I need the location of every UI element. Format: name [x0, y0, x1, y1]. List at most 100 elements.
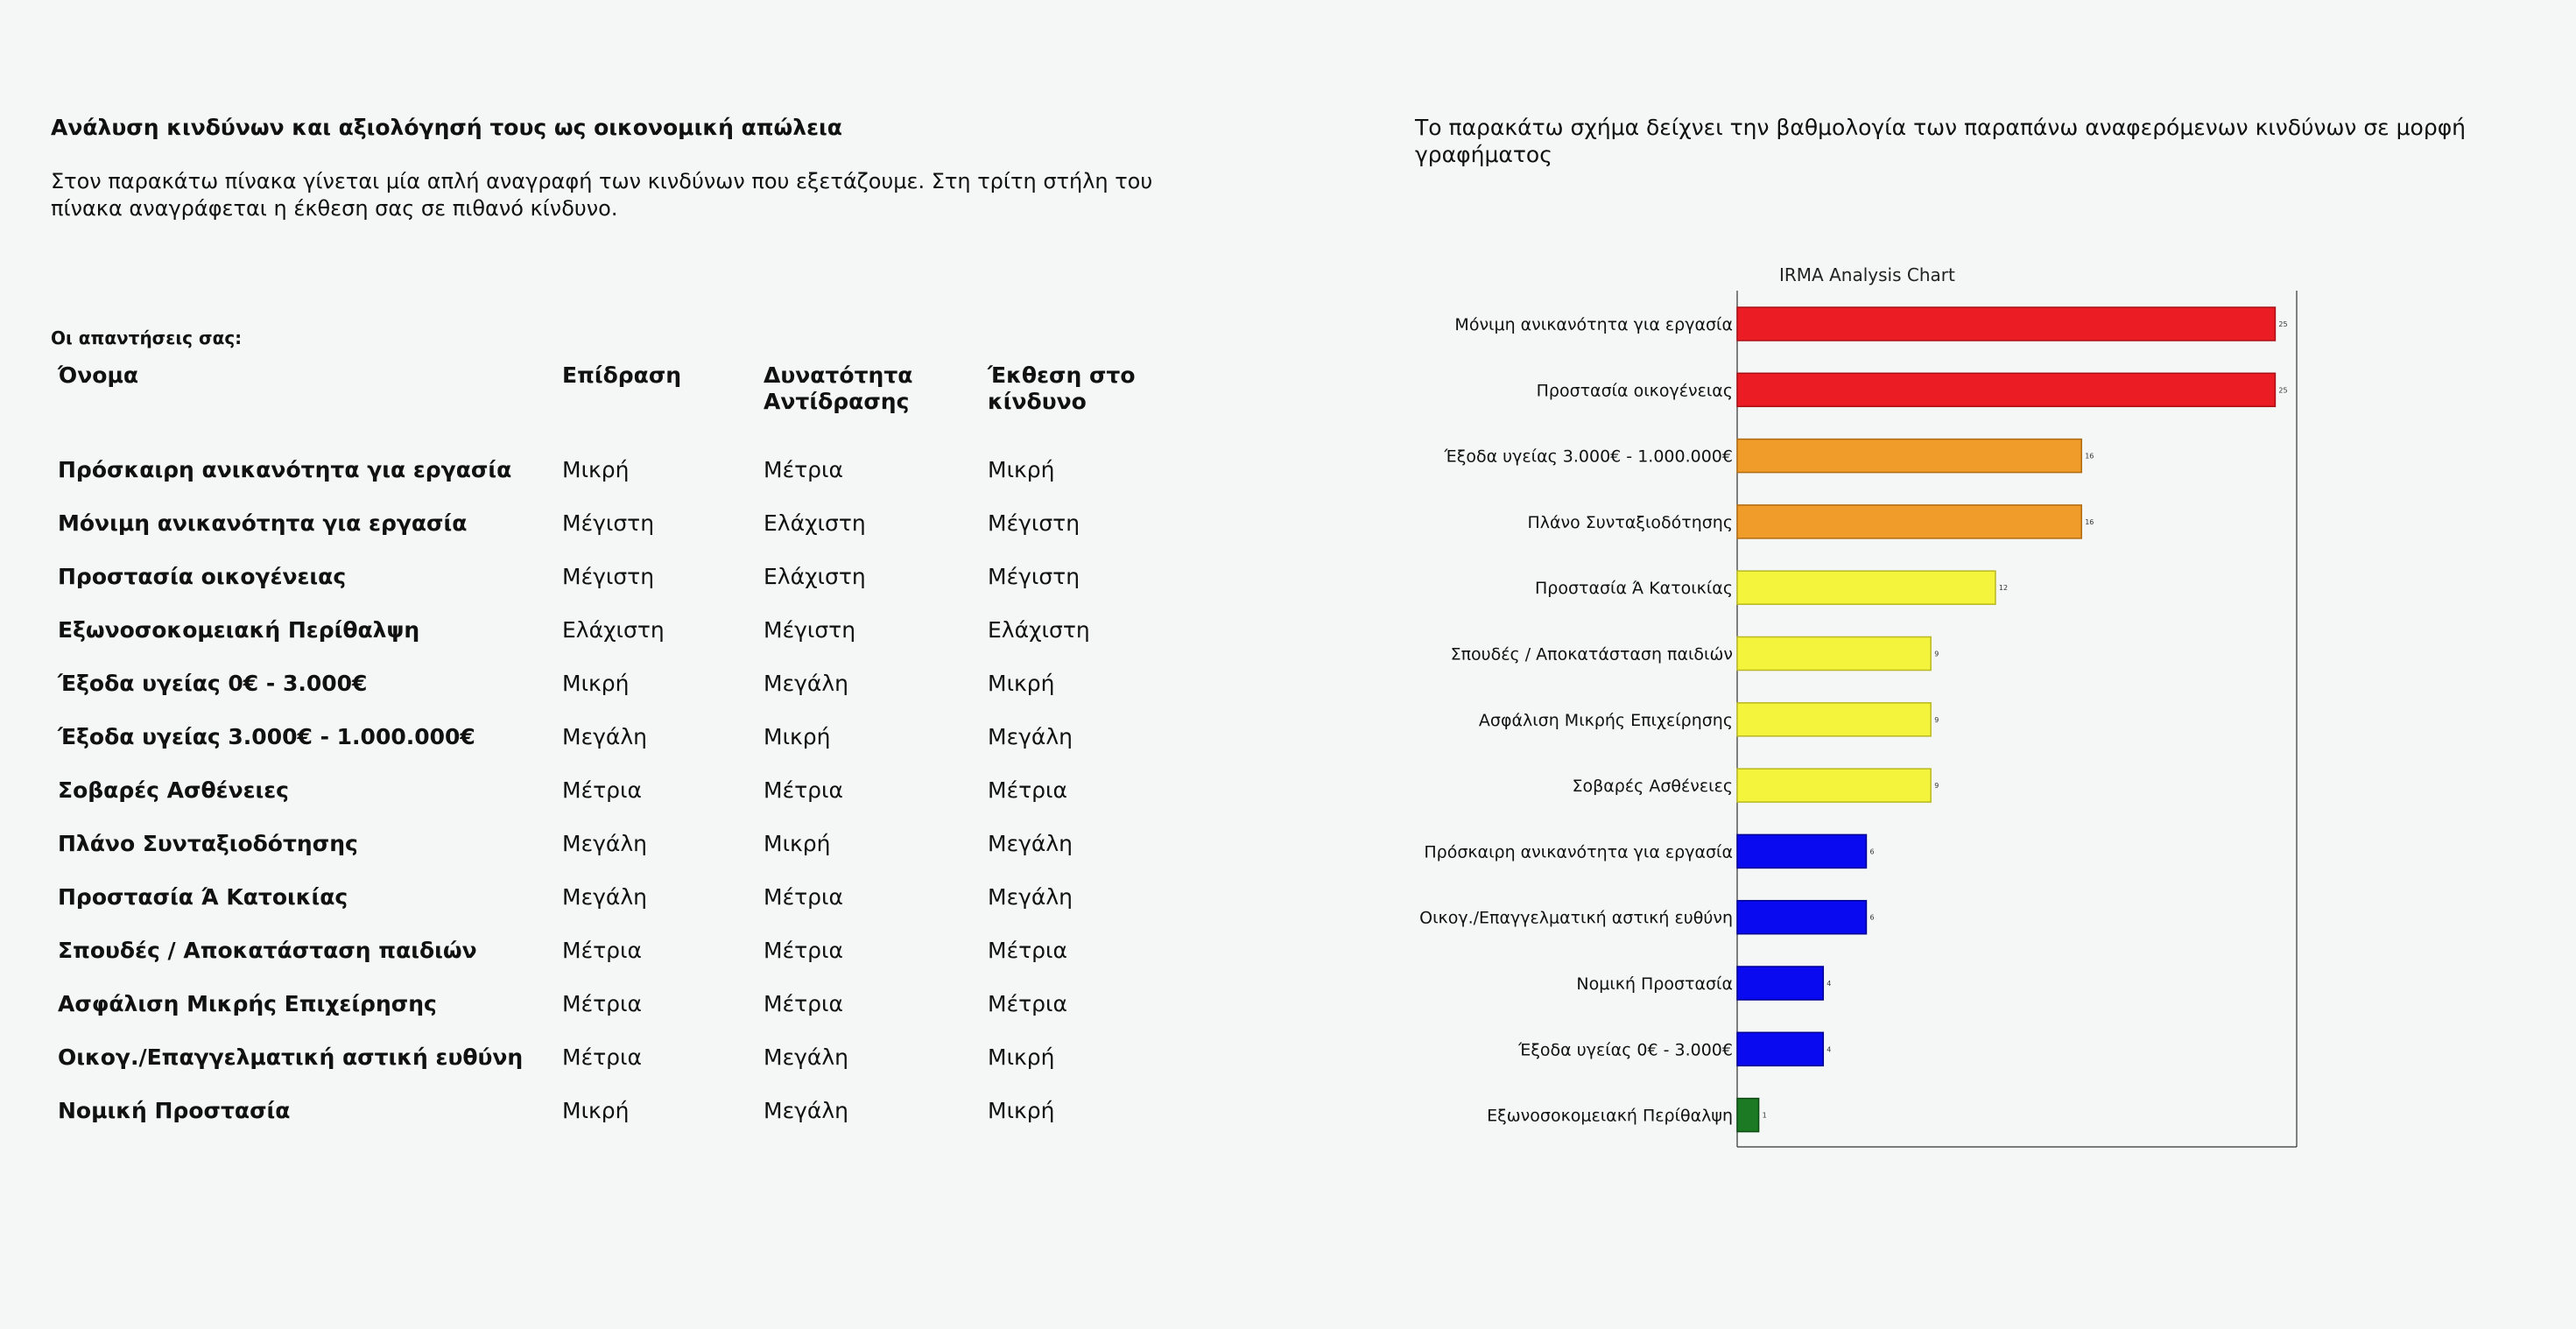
chart-category-label: Μόνιμη ανικανότητα για εργασία — [1454, 315, 1733, 334]
chart-bar — [1736, 438, 2082, 474]
cell-name: Εξωνοσοκομειακή Περίθαλψη — [58, 616, 420, 643]
table-row: Πλάνο Συνταξιοδότησης Μεγάλη Μικρή Μεγάλη — [51, 817, 1165, 870]
chart-category-label: Σοβαρές Ασθένειες — [1573, 777, 1733, 796]
header-response: Δυνατότητα Αντίδρασης — [764, 362, 913, 414]
table-row: Νομική Προστασία Μικρή Μεγάλη Μικρή — [51, 1084, 1165, 1137]
cell-impact: Μικρή — [562, 670, 630, 696]
table-row: Πρόσκαιρη ανικανότητα για εργασία Μικρή Μέ… — [51, 443, 1165, 496]
chart-value-label: 9 — [1934, 782, 1939, 790]
cell-exposure: Μέτρια — [988, 990, 1067, 1016]
intro-line-1: Στον παρακάτω πίνακα γίνεται μία απλή αν… — [51, 169, 1153, 193]
chart-title: IRMA Analysis Chart — [1779, 264, 1955, 285]
cell-exposure: Μεγάλη — [988, 883, 1073, 910]
cell-response: Μέτρια — [764, 937, 843, 963]
cell-impact: Μεγάλη — [562, 883, 647, 910]
table-row: Έξοδα υγείας 0€ - 3.000€ Μικρή Μεγάλη Μικρή — [51, 657, 1165, 710]
cell-response: Μέτρια — [764, 883, 843, 910]
chart-category-label: Οικογ./Επαγγελματική αστική ευθύνη — [1419, 909, 1733, 928]
chart-value-label: 4 — [1826, 980, 1831, 988]
cell-impact: Μεγάλη — [562, 830, 647, 856]
cell-exposure: Μεγάλη — [988, 723, 1073, 749]
cell-exposure: Μέτρια — [988, 937, 1067, 963]
chart-bar — [1736, 1097, 1760, 1133]
cell-name: Μόνιμη ανικανότητα για εργασία — [58, 510, 468, 536]
cell-exposure: Μικρή — [988, 1044, 1055, 1070]
cell-exposure: Μικρή — [988, 456, 1055, 482]
cell-exposure: Μικρή — [988, 1097, 1055, 1123]
table-row: Οικογ./Επαγγελματική αστική ευθύνη Μέτρια… — [51, 1030, 1165, 1084]
table-row: Προστασία οικογένειας Μέγιστη Ελάχιστη Μέγι… — [51, 550, 1165, 603]
chart-value-label: 6 — [1869, 847, 1874, 855]
cell-response: Μικρή — [764, 723, 831, 749]
header-impact: Επίδραση — [562, 362, 682, 388]
chart-value-label: 9 — [1934, 650, 1939, 658]
chart-bar — [1736, 702, 1932, 737]
header-name: Όνομα — [58, 362, 139, 388]
chart-value-label: 16 — [2085, 518, 2094, 526]
risk-table: Όνομα Επίδραση Δυνατότητα Αντίδρασης Έκθ… — [51, 362, 1165, 1137]
cell-exposure: Μέγιστη — [988, 563, 1080, 589]
cell-impact: Μέτρια — [562, 937, 642, 963]
cell-impact: Ελάχιστη — [562, 616, 665, 643]
cell-exposure: Ελάχιστη — [988, 616, 1090, 643]
cell-impact: Μέτρια — [562, 990, 642, 1016]
chart-value-label: 1 — [1763, 1112, 1767, 1120]
cell-name: Προστασία οικογένειας — [58, 563, 347, 589]
chart-category-label: Προστασία Ά Κατοικίας — [1535, 579, 1733, 598]
cell-response: Μικρή — [764, 830, 831, 856]
chart-bar — [1736, 833, 1868, 869]
cell-name: Νομική Προστασία — [58, 1097, 291, 1123]
chart-category-label: Έξοδα υγείας 0€ - 3.000€ — [1517, 1040, 1733, 1059]
table-row: Ασφάλιση Μικρής Επιχείρησης Μέτρια Μέτρια Μ… — [51, 977, 1165, 1030]
cell-exposure: Μέτρια — [988, 777, 1067, 803]
chart-intro-text: Το παρακάτω σχήμα δείχνει την βαθμολογία… — [1415, 115, 2467, 167]
chart-bar — [1736, 636, 1932, 672]
cell-impact: Μικρή — [562, 456, 630, 482]
chart-section: Το παρακάτω σχήμα δείχνει την βαθμολογία… — [1415, 114, 2483, 1148]
cell-impact: Μικρή — [562, 1097, 630, 1123]
table-body: Πρόσκαιρη ανικανότητα για εργασία Μικρή Μέ… — [51, 443, 1165, 1137]
cell-response: Μεγάλη — [764, 670, 848, 696]
cell-response: Μεγάλη — [764, 1044, 848, 1070]
table-row: Εξωνοσοκομειακή Περίθαλψη Ελάχιστη Μέγιστη… — [51, 603, 1165, 657]
cell-response: Μέτρια — [764, 777, 843, 803]
page-title: Ανάλυση κινδύνων και αξιολόγησή τους ως … — [51, 115, 842, 140]
chart-category-label: Πλάνο Συνταξιοδότησης — [1527, 513, 1733, 532]
chart-bar — [1736, 570, 1996, 605]
table-row: Μόνιμη ανικανότητα για εργασία Μέγιστη Ελά… — [51, 496, 1165, 550]
cell-impact: Μέγιστη — [562, 563, 655, 589]
intro-line-2: πίνακα αναγράφεται η έκθεση σας σε πιθαν… — [51, 196, 618, 221]
chart-category-label: Πρόσκαιρη ανικανότητα για εργασία — [1424, 842, 1733, 861]
chart-category-label: Σπουδές / Αποκατάσταση παιδιών — [1451, 645, 1733, 664]
cell-name: Πρόσκαιρη ανικανότητα για εργασία — [58, 456, 512, 482]
cell-exposure: Μέγιστη — [988, 510, 1080, 536]
cell-response: Μεγάλη — [764, 1097, 848, 1123]
cell-exposure: Μεγάλη — [988, 830, 1073, 856]
chart-bar — [1736, 306, 2277, 341]
cell-name: Έξοδα υγείας 3.000€ - 1.000.000€ — [58, 723, 475, 749]
cell-name: Έξοδα υγείας 0€ - 3.000€ — [58, 670, 368, 696]
cell-impact: Μεγάλη — [562, 723, 647, 749]
header-exposure: Έκθεση στο κίνδυνο — [988, 362, 1136, 414]
table-row: Προστασία Ά Κατοικίας Μεγάλη Μέτρια Μεγάλη — [51, 870, 1165, 924]
intro-text: Στον παρακάτω πίνακα γίνεται μία απλή αν… — [51, 168, 1189, 222]
cell-name: Οικογ./Επαγγελματική αστική ευθύνη — [58, 1044, 524, 1070]
chart-category-label: Ασφάλιση Μικρής Επιχείρησης — [1479, 711, 1733, 730]
irma-bar-chart: IRMA Analysis Chart Μόνιμη ανικανότητα γι… — [1419, 264, 2298, 1148]
chart-category-label: Νομική Προστασία — [1576, 974, 1733, 994]
cell-name: Ασφάλιση Μικρής Επιχείρησης — [58, 990, 437, 1016]
cell-name: Σπουδές / Αποκατάσταση παιδιών — [58, 937, 477, 963]
chart-bar — [1736, 372, 2277, 408]
chart-value-label: 16 — [2085, 453, 2094, 461]
chart-bar — [1736, 768, 1932, 803]
cell-impact: Μέτρια — [562, 777, 642, 803]
chart-category-label: Εξωνοσοκομειακή Περίθαλψη — [1487, 1107, 1733, 1126]
chart-value-label: 25 — [2278, 320, 2287, 328]
cell-response: Μέτρια — [764, 456, 843, 482]
chart-value-label: 4 — [1826, 1045, 1831, 1053]
chart-bar — [1736, 899, 1868, 935]
cell-response: Ελάχιστη — [764, 510, 866, 536]
answers-label: Οι απαντήσεις σας: — [51, 327, 243, 348]
chart-bar — [1736, 966, 1825, 1001]
cell-response: Μέγιστη — [764, 616, 856, 643]
